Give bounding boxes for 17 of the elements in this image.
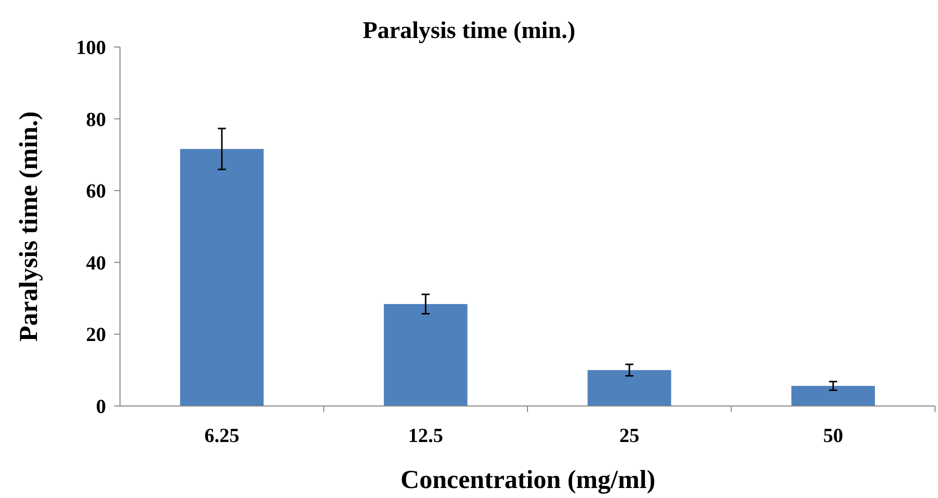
bar (384, 304, 468, 406)
x-axis-title: Concentration (mg/ml) (400, 465, 656, 494)
y-tick-label: 100 (76, 37, 106, 59)
x-tick-label: 25 (619, 425, 640, 447)
y-tick-label: 40 (86, 252, 106, 274)
y-tick-label: 80 (86, 108, 106, 131)
y-axis-title: Paralysis time (min.) (14, 111, 43, 342)
bar (791, 386, 875, 406)
bar (180, 148, 264, 406)
y-tick-label: 20 (86, 324, 106, 346)
x-tick-label: 12.5 (408, 425, 444, 447)
y-tick-label: 0 (96, 396, 106, 418)
x-tick-label: 6.25 (204, 425, 240, 447)
chart-title: Paralysis time (min.) (362, 18, 576, 44)
bar (588, 370, 672, 406)
y-tick-label: 60 (86, 180, 106, 203)
x-tick-label: 50 (823, 425, 844, 447)
